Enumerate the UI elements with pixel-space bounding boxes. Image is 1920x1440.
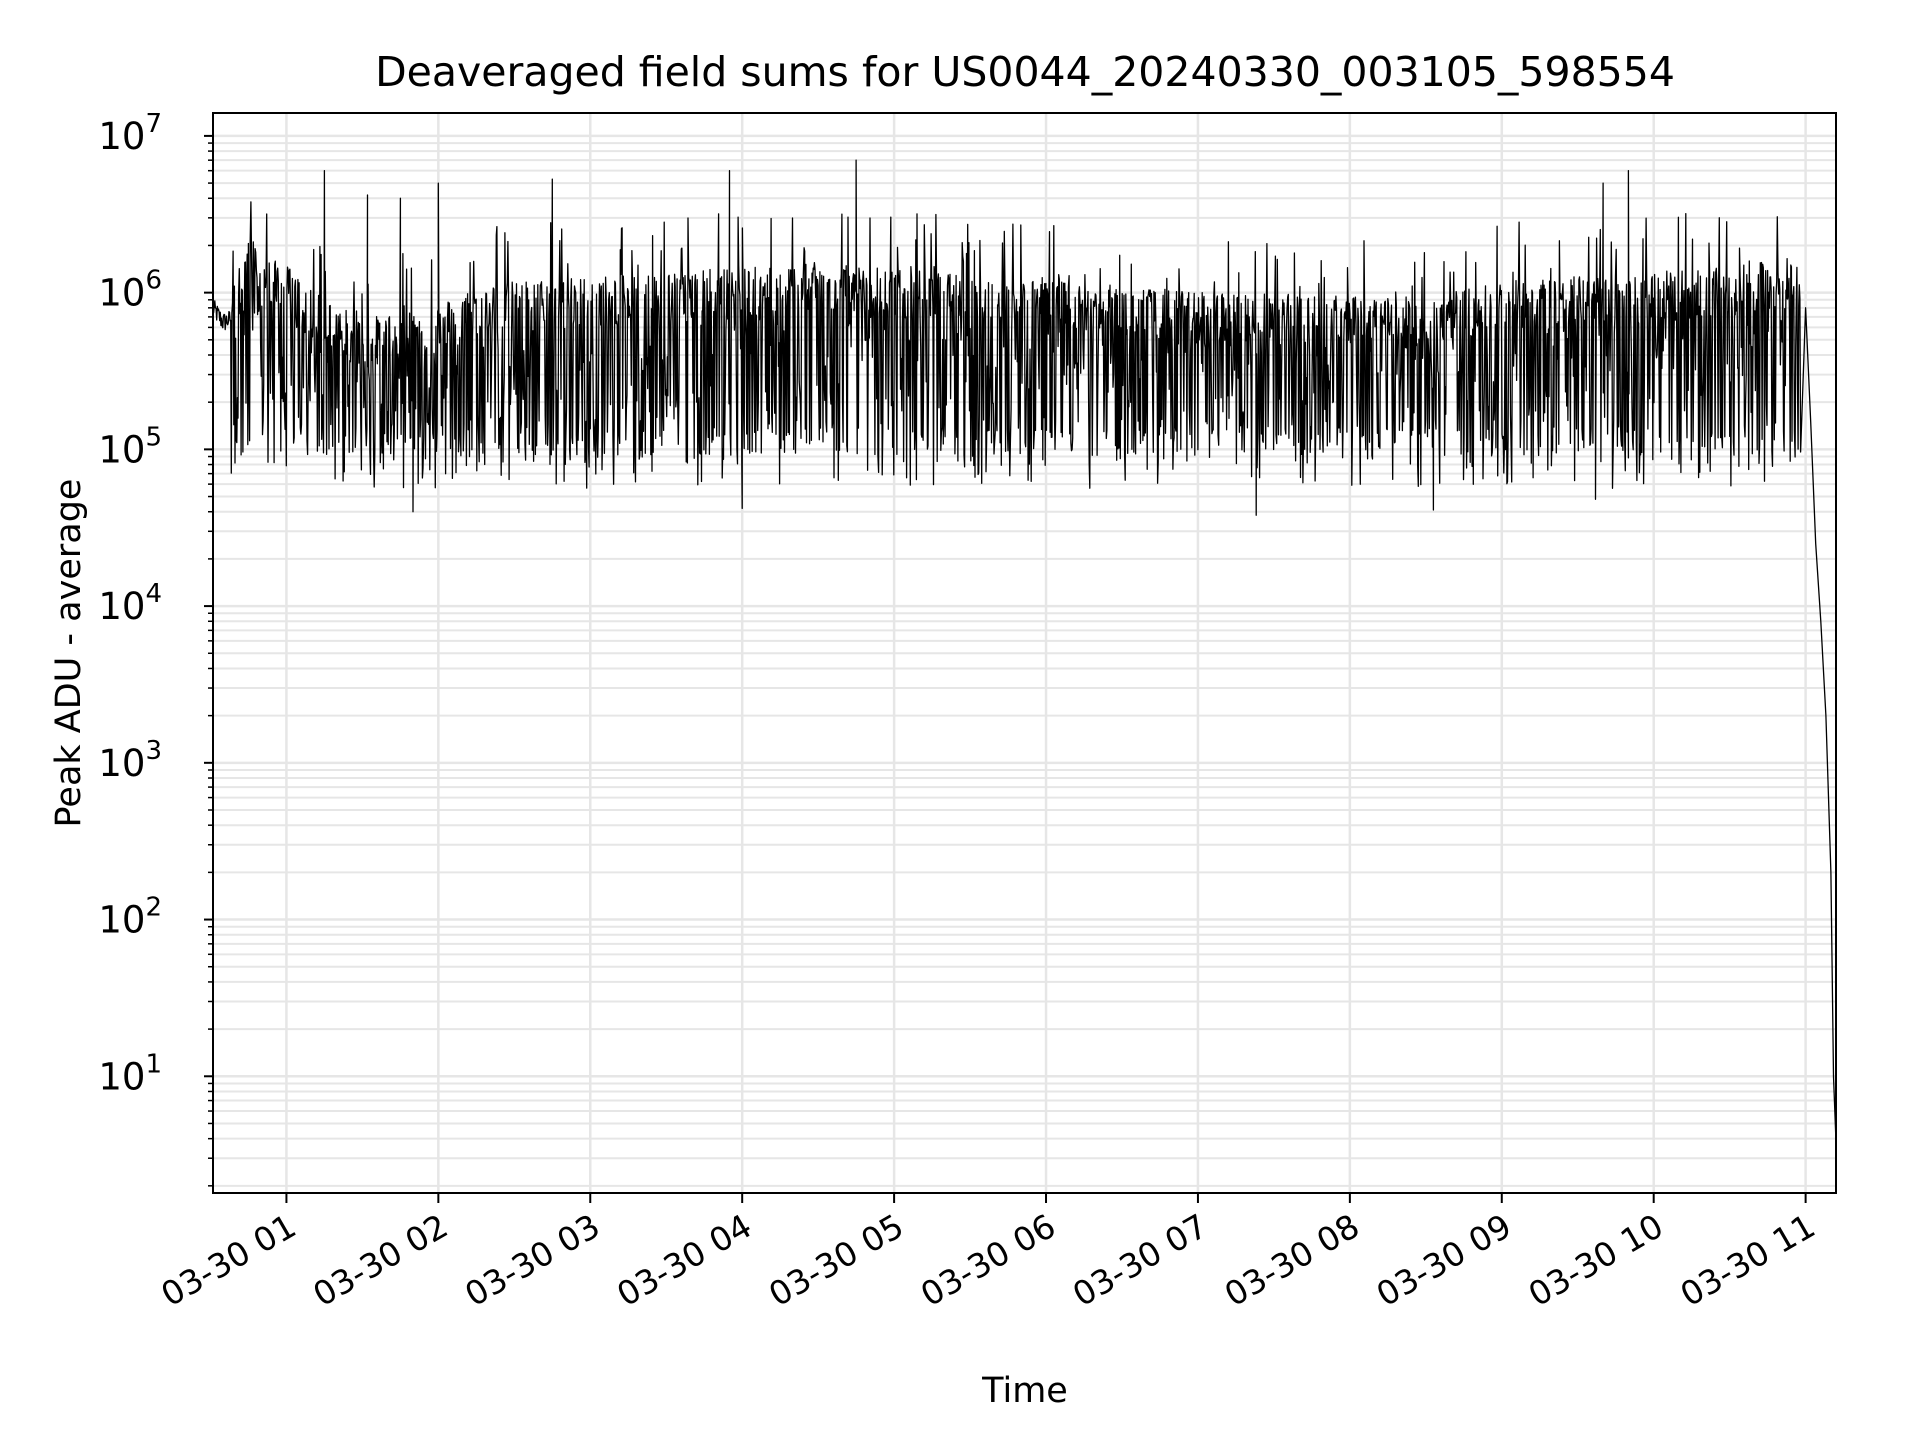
y-tick-base: 10 bbox=[98, 272, 145, 315]
y-tick-label: 103 bbox=[98, 736, 162, 785]
y-tick-base: 10 bbox=[98, 428, 145, 471]
y-tick-base: 10 bbox=[98, 115, 145, 158]
y-tick-exponent: 2 bbox=[145, 893, 162, 923]
y-tick-exponent: 1 bbox=[145, 1049, 162, 1079]
y-tick-label: 104 bbox=[98, 579, 162, 628]
y-tick-exponent: 4 bbox=[145, 579, 162, 609]
y-tick-base: 10 bbox=[98, 742, 145, 785]
y-tick-label: 107 bbox=[98, 109, 162, 158]
y-tick-base: 10 bbox=[98, 1055, 145, 1098]
y-tick-label: 105 bbox=[98, 422, 162, 471]
chart-title: Deaveraged field sums for US0044_2024033… bbox=[375, 48, 1675, 96]
data-layer bbox=[212, 159, 1837, 1143]
y-tick-exponent: 3 bbox=[145, 736, 162, 766]
y-tick-base: 10 bbox=[98, 899, 145, 942]
y-tick-label: 101 bbox=[98, 1049, 162, 1098]
y-tick-label: 106 bbox=[98, 266, 162, 315]
x-axis-label: Time bbox=[981, 1371, 1068, 1411]
y-tick-label: 102 bbox=[98, 893, 162, 942]
data-series-line bbox=[212, 159, 1837, 1143]
y-tick-base: 10 bbox=[98, 585, 145, 628]
grid bbox=[213, 113, 1836, 1193]
y-tick-exponent: 6 bbox=[145, 266, 162, 296]
y-axis-label: Peak ADU - average bbox=[49, 479, 89, 828]
y-tick-exponent: 7 bbox=[145, 109, 162, 139]
y-tick-exponent: 5 bbox=[145, 422, 162, 452]
